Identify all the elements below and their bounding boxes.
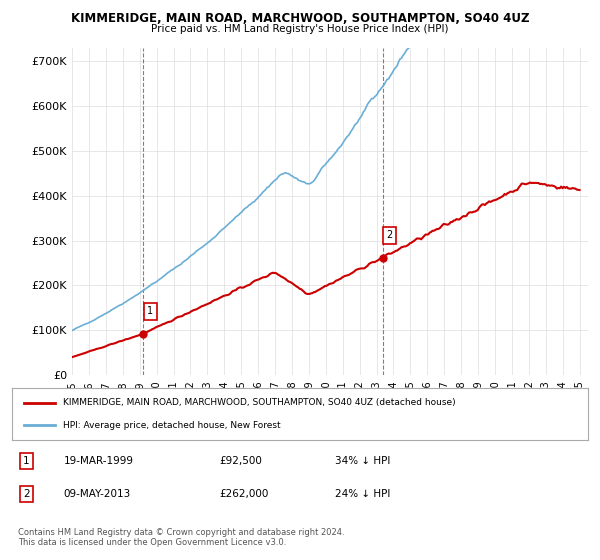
Text: 24% ↓ HPI: 24% ↓ HPI bbox=[335, 489, 390, 499]
Text: Contains HM Land Registry data © Crown copyright and database right 2024.
This d: Contains HM Land Registry data © Crown c… bbox=[18, 528, 344, 548]
Text: Price paid vs. HM Land Registry's House Price Index (HPI): Price paid vs. HM Land Registry's House … bbox=[151, 24, 449, 34]
Text: 34% ↓ HPI: 34% ↓ HPI bbox=[335, 456, 390, 466]
Text: 2: 2 bbox=[386, 230, 392, 240]
Text: £92,500: £92,500 bbox=[220, 456, 262, 466]
Text: 1: 1 bbox=[23, 456, 30, 466]
Text: 1: 1 bbox=[147, 306, 153, 316]
Text: 2: 2 bbox=[23, 489, 30, 499]
Text: HPI: Average price, detached house, New Forest: HPI: Average price, detached house, New … bbox=[62, 421, 280, 430]
Text: 09-MAY-2013: 09-MAY-2013 bbox=[64, 489, 131, 499]
Text: 19-MAR-1999: 19-MAR-1999 bbox=[64, 456, 134, 466]
Text: KIMMERIDGE, MAIN ROAD, MARCHWOOD, SOUTHAMPTON, SO40 4UZ: KIMMERIDGE, MAIN ROAD, MARCHWOOD, SOUTHA… bbox=[71, 12, 529, 25]
Text: £262,000: £262,000 bbox=[220, 489, 269, 499]
Text: KIMMERIDGE, MAIN ROAD, MARCHWOOD, SOUTHAMPTON, SO40 4UZ (detached house): KIMMERIDGE, MAIN ROAD, MARCHWOOD, SOUTHA… bbox=[62, 398, 455, 407]
